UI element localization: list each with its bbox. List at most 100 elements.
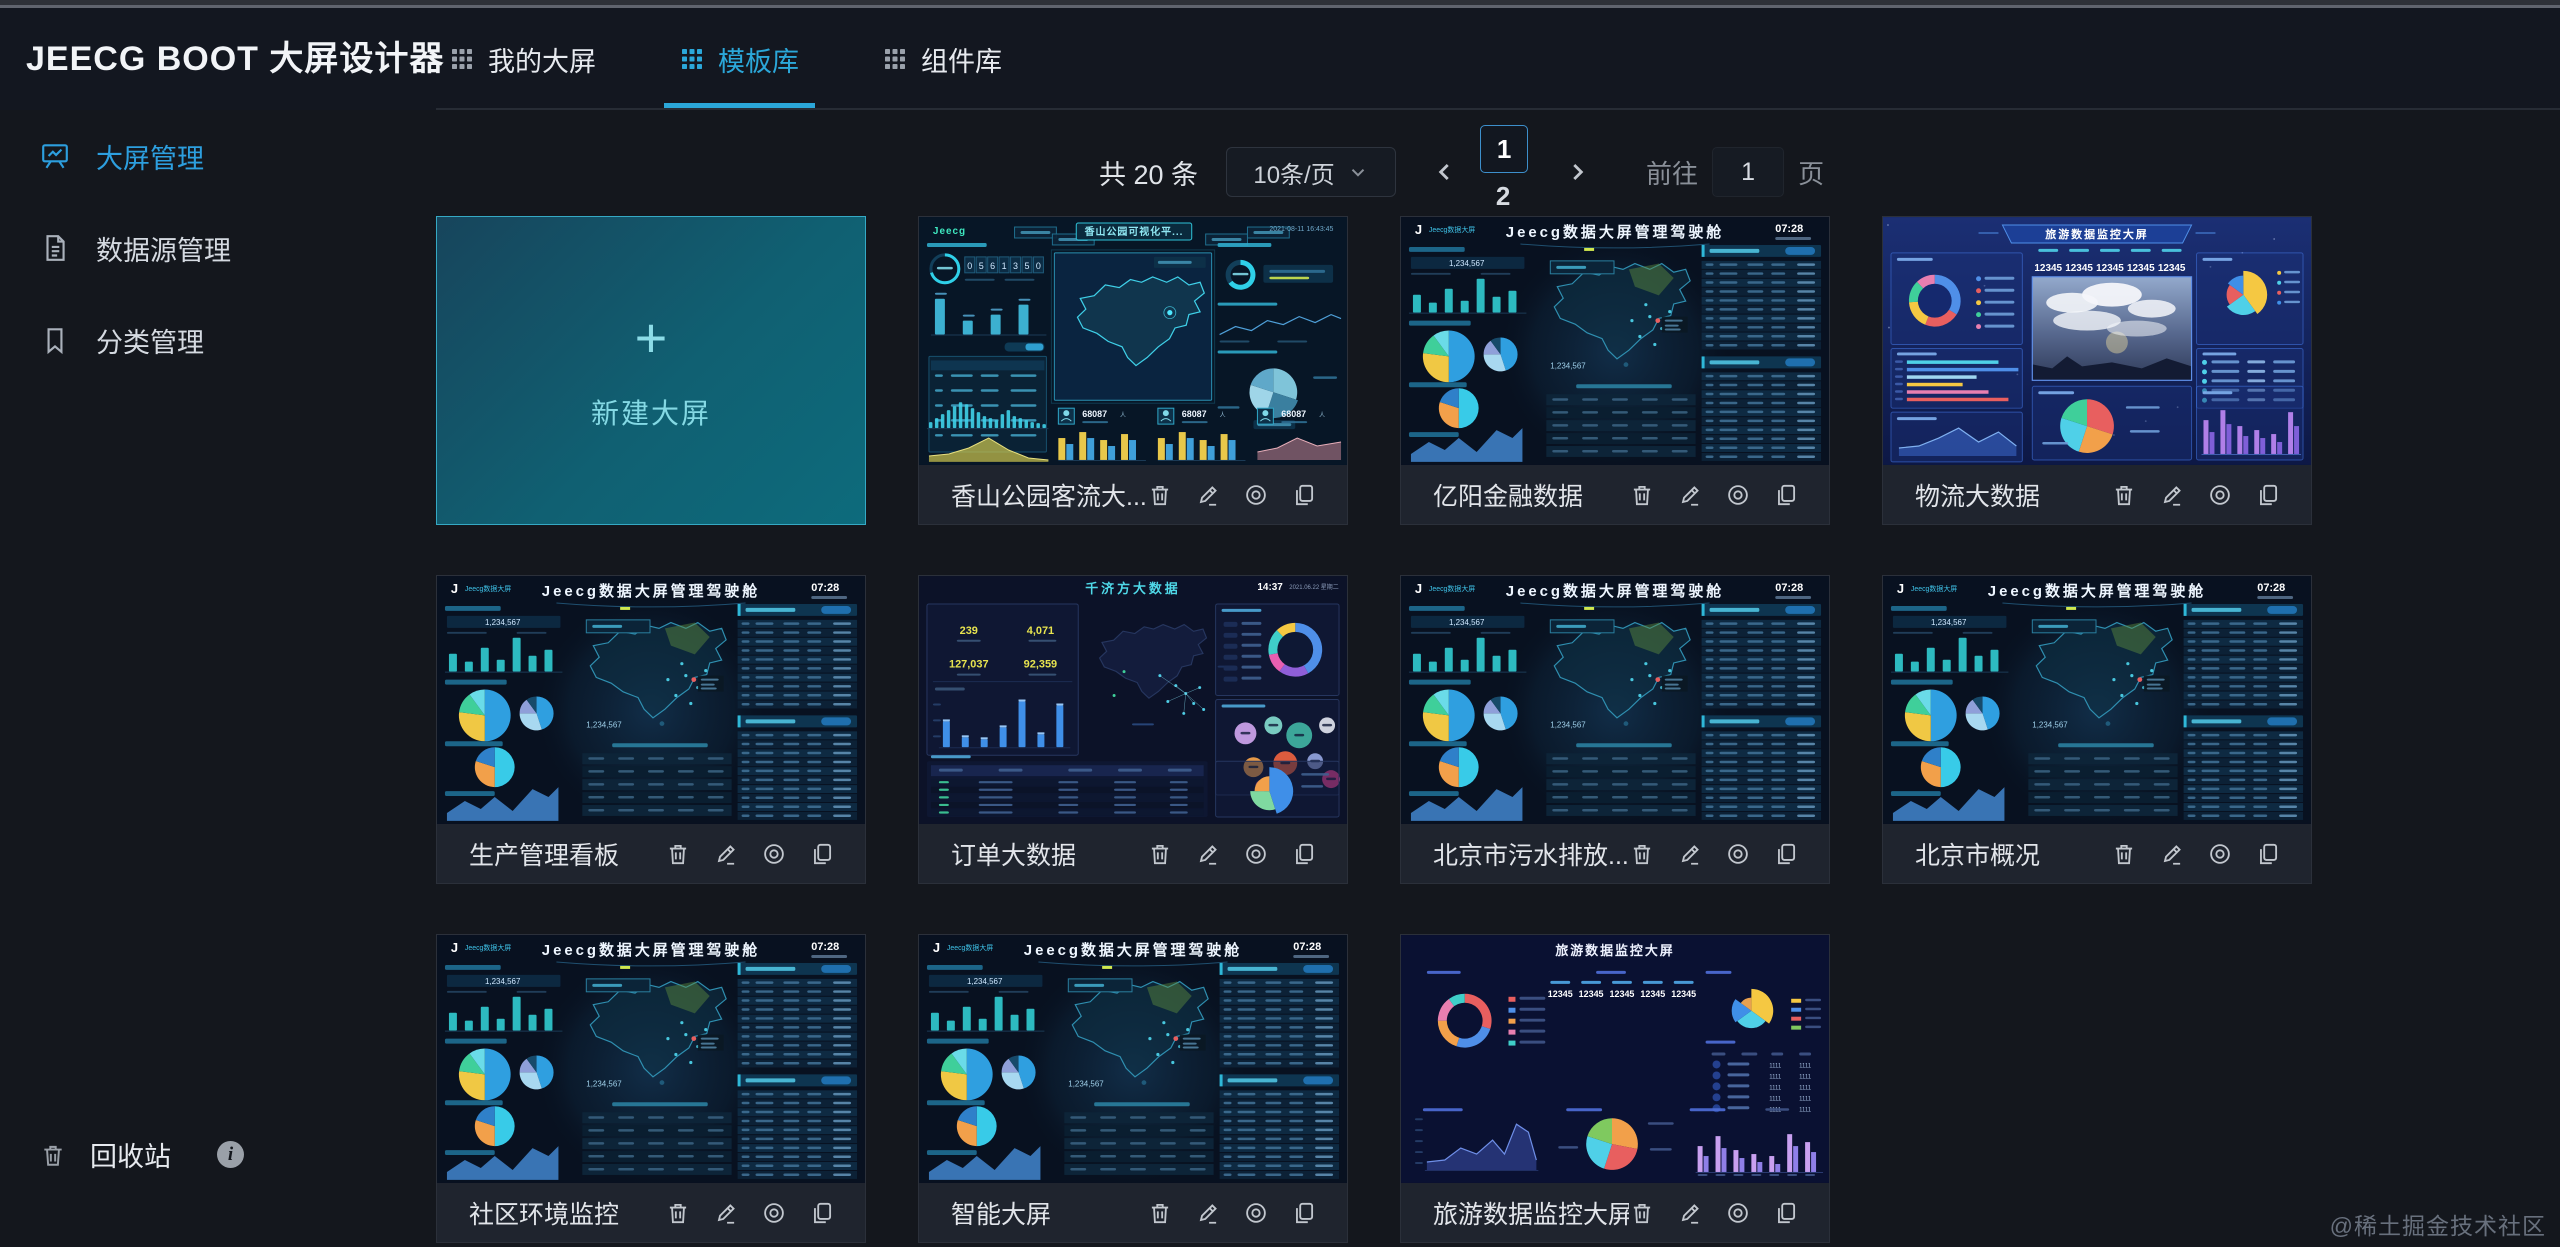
tabs-divider: [436, 108, 2560, 110]
preview-button[interactable]: [1725, 482, 1751, 508]
goto-page-input[interactable]: [1712, 147, 1785, 197]
copy-icon: [2255, 482, 2281, 508]
preview-button[interactable]: [1243, 841, 1269, 867]
grid-icon: [883, 47, 907, 71]
edit-button[interactable]: [1677, 841, 1703, 867]
template-thumbnail[interactable]: Jeecg数据大屏管理驾驶舱 J Jeecg数据大屏 07:28 1,234,567 1,…: [437, 576, 865, 824]
preview-button[interactable]: [1243, 482, 1269, 508]
pencil-icon: [1677, 1200, 1703, 1226]
edit-button[interactable]: [1195, 482, 1221, 508]
template-thumbnail[interactable]: Jeecg数据大屏管理驾驶舱 J Jeecg数据大屏 07:28 1,234,567 1,…: [1401, 576, 1829, 824]
preview-button[interactable]: [761, 841, 787, 867]
edit-button[interactable]: [1677, 1200, 1703, 1226]
copy-button[interactable]: [1291, 1200, 1317, 1226]
template-thumbnail[interactable]: Jeecg数据大屏管理驾驶舱 J Jeecg数据大屏 07:28 1,234,567 1,…: [1401, 217, 1829, 465]
svg-text:14:37: 14:37: [1257, 582, 1283, 593]
delete-button[interactable]: [1147, 841, 1173, 867]
svg-text:68087: 68087: [1182, 409, 1207, 419]
preview-button[interactable]: [1243, 1200, 1269, 1226]
template-thumbnail[interactable]: Jeecg数据大屏管理驾驶舱 J Jeecg数据大屏 07:28 1,234,567 1,…: [919, 935, 1347, 1183]
template-thumbnail[interactable]: Jeecg数据大屏管理驾驶舱 J Jeecg数据大屏 07:28 1,234,567 1,…: [1883, 576, 2311, 824]
pencil-icon: [1195, 1200, 1221, 1226]
delete-button[interactable]: [2111, 482, 2137, 508]
page-size-select[interactable]: 10条/页: [1226, 147, 1397, 197]
preview-button[interactable]: [2207, 482, 2233, 508]
template-thumbnail[interactable]: Jeecg数据大屏管理驾驶舱 J Jeecg数据大屏 07:28 1,234,567 1,…: [437, 935, 865, 1183]
svg-text:1: 1: [1002, 261, 1007, 271]
trash-icon: [40, 1142, 66, 1168]
template-thumbnail[interactable]: 千济方大数据 14:37 2021.06.22 星期二 239 4,071 127,037…: [919, 576, 1347, 824]
plus-icon: +: [634, 305, 668, 369]
edit-button[interactable]: [2159, 841, 2185, 867]
recycle-bin-label[interactable]: 回收站: [90, 1142, 171, 1172]
svg-text:12345: 12345: [1610, 989, 1635, 999]
copy-button[interactable]: [1773, 482, 1799, 508]
sidebar-item-datasource-management[interactable]: 数据源管理: [40, 222, 436, 274]
new-screen-button[interactable]: + 新建大屏: [436, 216, 866, 525]
sidebar-item-screen-management[interactable]: 大屏管理: [40, 130, 436, 182]
copy-icon: [809, 841, 835, 867]
delete-button[interactable]: [1629, 1200, 1655, 1226]
svg-text:2021-08-11 16:43:45: 2021-08-11 16:43:45: [1269, 226, 1333, 233]
svg-text:人: 人: [1319, 412, 1325, 419]
copy-button[interactable]: [1773, 1200, 1799, 1226]
delete-button[interactable]: [1629, 841, 1655, 867]
template-thumbnail[interactable]: 旅游数据监控大屏 12345 12345 12345 12345 12345: [1883, 217, 2311, 465]
preview-button[interactable]: [2207, 841, 2233, 867]
copy-button[interactable]: [1291, 841, 1317, 867]
tab-template-library[interactable]: 模板库: [664, 8, 815, 110]
edit-button[interactable]: [1677, 482, 1703, 508]
window-top-edge: [0, 0, 2560, 8]
delete-button[interactable]: [1629, 482, 1655, 508]
template-name: 北京市污水排放...: [1433, 841, 1629, 870]
svg-text:92,359: 92,359: [1024, 659, 1057, 671]
prev-page-button[interactable]: [1422, 149, 1468, 195]
template-thumbnail[interactable]: Jeecg 香山公园可视化平... 2021-08-11 16:43:45 0 5 6 1 3…: [919, 217, 1347, 465]
edit-button[interactable]: [713, 1200, 739, 1226]
delete-button[interactable]: [665, 1200, 691, 1226]
template-name: 旅游数据监控大屏: [1433, 1200, 1629, 1229]
copy-button[interactable]: [809, 841, 835, 867]
edit-button[interactable]: [1195, 841, 1221, 867]
next-page-button[interactable]: [1554, 149, 1600, 195]
template-thumbnail[interactable]: 旅游数据监控大屏 12345 12345 12345 12345 12345 1111 111…: [1401, 935, 1829, 1183]
copy-button[interactable]: [2255, 841, 2281, 867]
copy-icon: [1773, 482, 1799, 508]
template-name: 智能大屏: [951, 1200, 1052, 1229]
copy-button[interactable]: [1773, 841, 1799, 867]
new-screen-label: 新建大屏: [590, 397, 711, 429]
watermark: @稀土掘金技术社区: [2329, 1213, 2546, 1239]
copy-button[interactable]: [2255, 482, 2281, 508]
trash-icon: [2111, 841, 2137, 867]
preview-button[interactable]: [761, 1200, 787, 1226]
tab-my-screens[interactable]: 我的大屏: [440, 8, 606, 110]
sidebar-item-category-management[interactable]: 分类管理: [40, 314, 436, 366]
svg-text:07:28: 07:28: [811, 941, 839, 953]
svg-text:0: 0: [1036, 261, 1041, 271]
svg-text:239: 239: [960, 625, 978, 637]
eye-icon: [1243, 841, 1269, 867]
copy-button[interactable]: [1291, 482, 1317, 508]
copy-button[interactable]: [809, 1200, 835, 1226]
edit-button[interactable]: [2159, 482, 2185, 508]
delete-button[interactable]: [1147, 482, 1173, 508]
svg-text:Jeecg数据大屏: Jeecg数据大屏: [465, 943, 511, 952]
page-button-1[interactable]: 1: [1480, 125, 1529, 173]
trash-icon: [2111, 482, 2137, 508]
edit-button[interactable]: [1195, 1200, 1221, 1226]
delete-button[interactable]: [665, 841, 691, 867]
tab-component-library[interactable]: 组件库: [873, 8, 1012, 110]
svg-text:12345: 12345: [2158, 263, 2186, 274]
info-icon[interactable]: i: [217, 1141, 244, 1168]
delete-button[interactable]: [2111, 841, 2137, 867]
page-button-2[interactable]: 2: [1495, 180, 1511, 211]
copy-icon: [1291, 841, 1317, 867]
edit-button[interactable]: [713, 841, 739, 867]
delete-button[interactable]: [1147, 1200, 1173, 1226]
svg-text:香山公园可视化平...: 香山公园可视化平...: [1085, 225, 1184, 238]
preview-button[interactable]: [1725, 841, 1751, 867]
preview-button[interactable]: [1725, 1200, 1751, 1226]
copy-icon: [1773, 1200, 1799, 1226]
pencil-icon: [713, 841, 739, 867]
svg-text:Jeecg: Jeecg: [933, 226, 966, 237]
